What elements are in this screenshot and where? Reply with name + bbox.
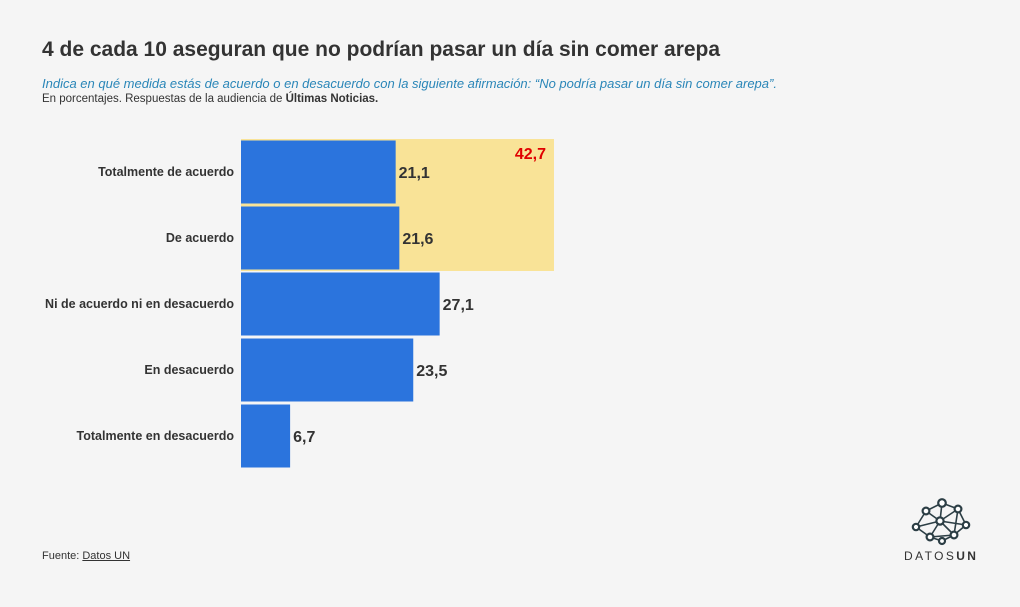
bar <box>241 272 440 336</box>
logo-wordmark: DATOSUN <box>904 549 978 563</box>
value-label: 21,6 <box>402 231 433 248</box>
chart-title: 4 de cada 10 aseguran que no podrían pas… <box>42 38 721 61</box>
footer-source-link[interactable]: Datos UN <box>82 550 131 562</box>
value-label: 6,7 <box>293 429 315 446</box>
highlight-value-label: 42,7 <box>515 146 546 163</box>
footer-source: Fuente: Datos UN <box>42 550 130 562</box>
footer-source-prefix: Fuente: <box>42 550 83 562</box>
category-label: Totalmente de acuerdo <box>98 165 234 179</box>
network-nodes-icon <box>911 498 971 546</box>
value-label: 23,5 <box>416 363 447 380</box>
category-label: Totalmente en desacuerdo <box>77 429 235 443</box>
bar <box>241 338 414 402</box>
value-label: 21,1 <box>399 165 430 182</box>
note-source: Últimas Noticias. <box>285 93 379 105</box>
note-prefix: En porcentajes. Respuestas de la audienc… <box>42 93 286 105</box>
category-label: En desacuerdo <box>144 363 234 377</box>
value-label: 27,1 <box>443 297 474 314</box>
bar <box>241 206 400 270</box>
category-label: Ni de acuerdo ni en desacuerdo <box>45 297 234 311</box>
chart-subtitle: Indica en qué medida estás de acuerdo o … <box>42 76 777 91</box>
category-label: De acuerdo <box>166 231 234 245</box>
bar <box>241 404 291 468</box>
logo-text-bold: UN <box>956 549 979 563</box>
chart-note: En porcentajes. Respuestas de la audienc… <box>42 93 378 105</box>
bar <box>241 140 396 204</box>
logo-text-light: DATOS <box>904 549 957 563</box>
